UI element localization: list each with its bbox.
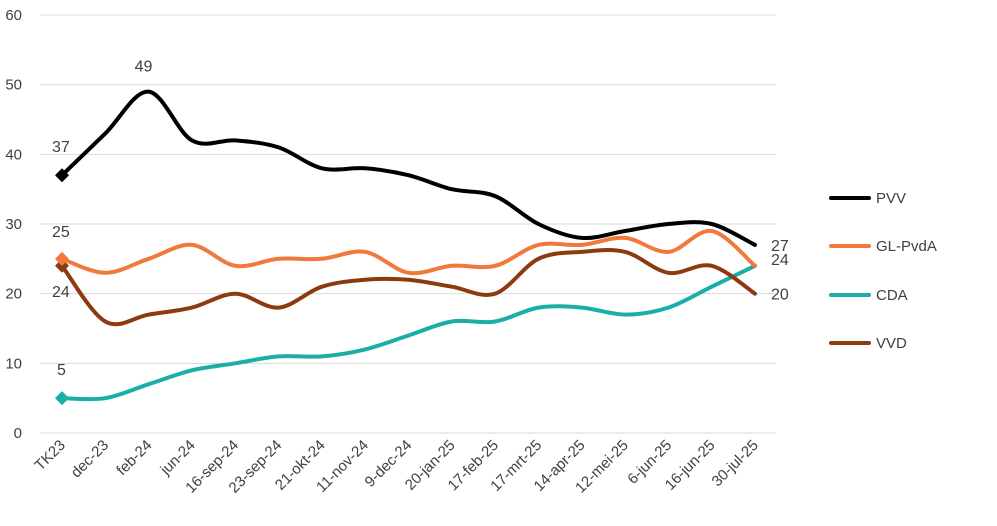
data-label-pvv-peak: 49 [135, 59, 153, 76]
legend-item-vvd: VVD [829, 335, 907, 352]
legend-item-cda: CDA [829, 287, 908, 304]
data-label-pvv-end: 27 [771, 238, 789, 255]
start-marker-cda [55, 391, 69, 406]
legend-label: PVV [876, 190, 906, 207]
y-tick-label: 10 [5, 355, 22, 372]
data-label-gl-pvda-start: 25 [52, 224, 70, 241]
start-marker-pvv [55, 168, 69, 183]
series-markers [55, 168, 69, 406]
start-marker-gl-pvda [55, 251, 69, 266]
series-line-vvd [60, 248, 757, 327]
data-label-pvv-start: 37 [52, 139, 70, 156]
x-tick-label: jun-24 [157, 437, 199, 479]
y-tick-label: 40 [5, 146, 22, 163]
legend-label: GL-PvdA [876, 238, 937, 255]
y-tick-label: 0 [14, 425, 22, 442]
x-tick-label: TK23 [31, 437, 68, 474]
legend-label: VVD [876, 335, 907, 352]
legend: PVV GL-PvdA CDA VVD [829, 190, 937, 352]
series-lines [60, 89, 757, 402]
data-label-vvd-start: 24 [52, 284, 70, 301]
series-line-pvv [60, 89, 757, 247]
legend-item-gl-pvda: GL-PvdA [829, 238, 937, 255]
y-tick-label: 50 [5, 77, 22, 94]
y-tick-label: 30 [5, 216, 22, 233]
y-tick-label: 60 [5, 7, 22, 24]
x-tick-label: feb-24 [113, 437, 155, 479]
y-axis: 0 10 20 30 40 50 60 [5, 7, 22, 442]
series-line-gl-pvda [60, 228, 757, 276]
x-tick-label: dec-23 [68, 437, 112, 481]
data-label-gl-pvda-end: 24 [771, 252, 789, 269]
legend-item-pvv: PVV [829, 190, 906, 207]
series-line-cda [60, 263, 757, 402]
data-label-cda-start: 5 [57, 362, 66, 379]
y-tick-label: 20 [5, 286, 22, 303]
data-label-vvd-end: 20 [771, 287, 789, 304]
legend-label: CDA [876, 287, 908, 304]
gridlines [40, 14, 776, 434]
x-tick-label: 30-jul-25 [709, 437, 762, 490]
